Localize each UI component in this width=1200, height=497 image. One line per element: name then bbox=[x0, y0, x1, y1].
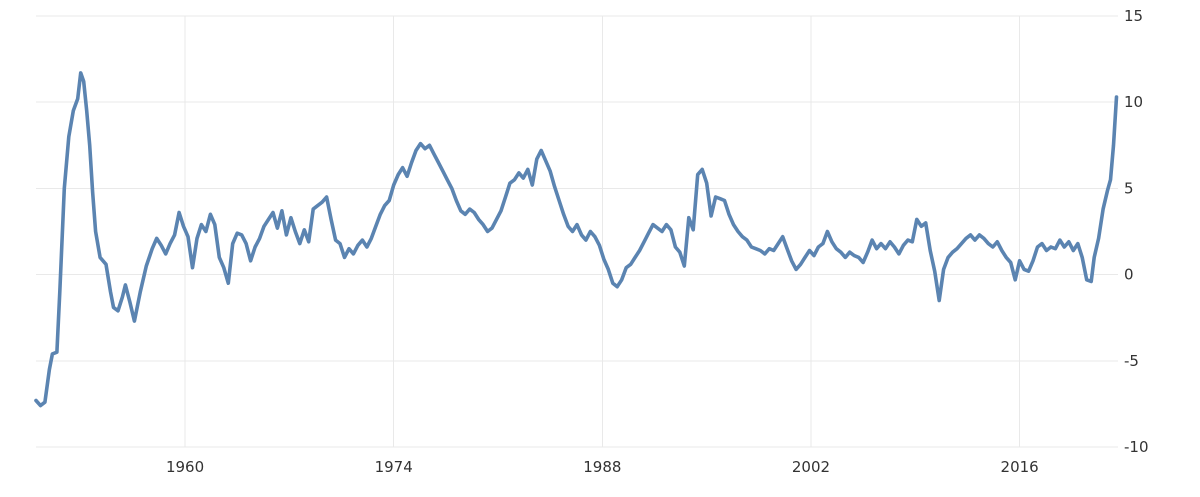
x-tick-label: 1960 bbox=[166, 458, 204, 476]
x-tick-label: 1974 bbox=[375, 458, 413, 476]
y-axis-ticks: 15 10 5 0 -5 -10 bbox=[1124, 7, 1149, 456]
x-axis-ticks: 1960 1974 1988 2002 2016 bbox=[166, 458, 1039, 476]
series-layer bbox=[34, 71, 1119, 408]
y-tick-label: 0 bbox=[1124, 266, 1134, 284]
x-tick-label: 1988 bbox=[583, 458, 621, 476]
series-line bbox=[34, 71, 1119, 408]
y-tick-label: -5 bbox=[1124, 352, 1139, 370]
y-tick-label: -10 bbox=[1124, 438, 1149, 456]
y-tick-label: 10 bbox=[1124, 93, 1143, 111]
x-tick-label: 2016 bbox=[1001, 458, 1039, 476]
grid bbox=[36, 15, 1118, 448]
x-tick-label: 2002 bbox=[792, 458, 830, 476]
y-tick-label: 5 bbox=[1124, 179, 1134, 197]
y-tick-label: 15 bbox=[1124, 7, 1143, 25]
